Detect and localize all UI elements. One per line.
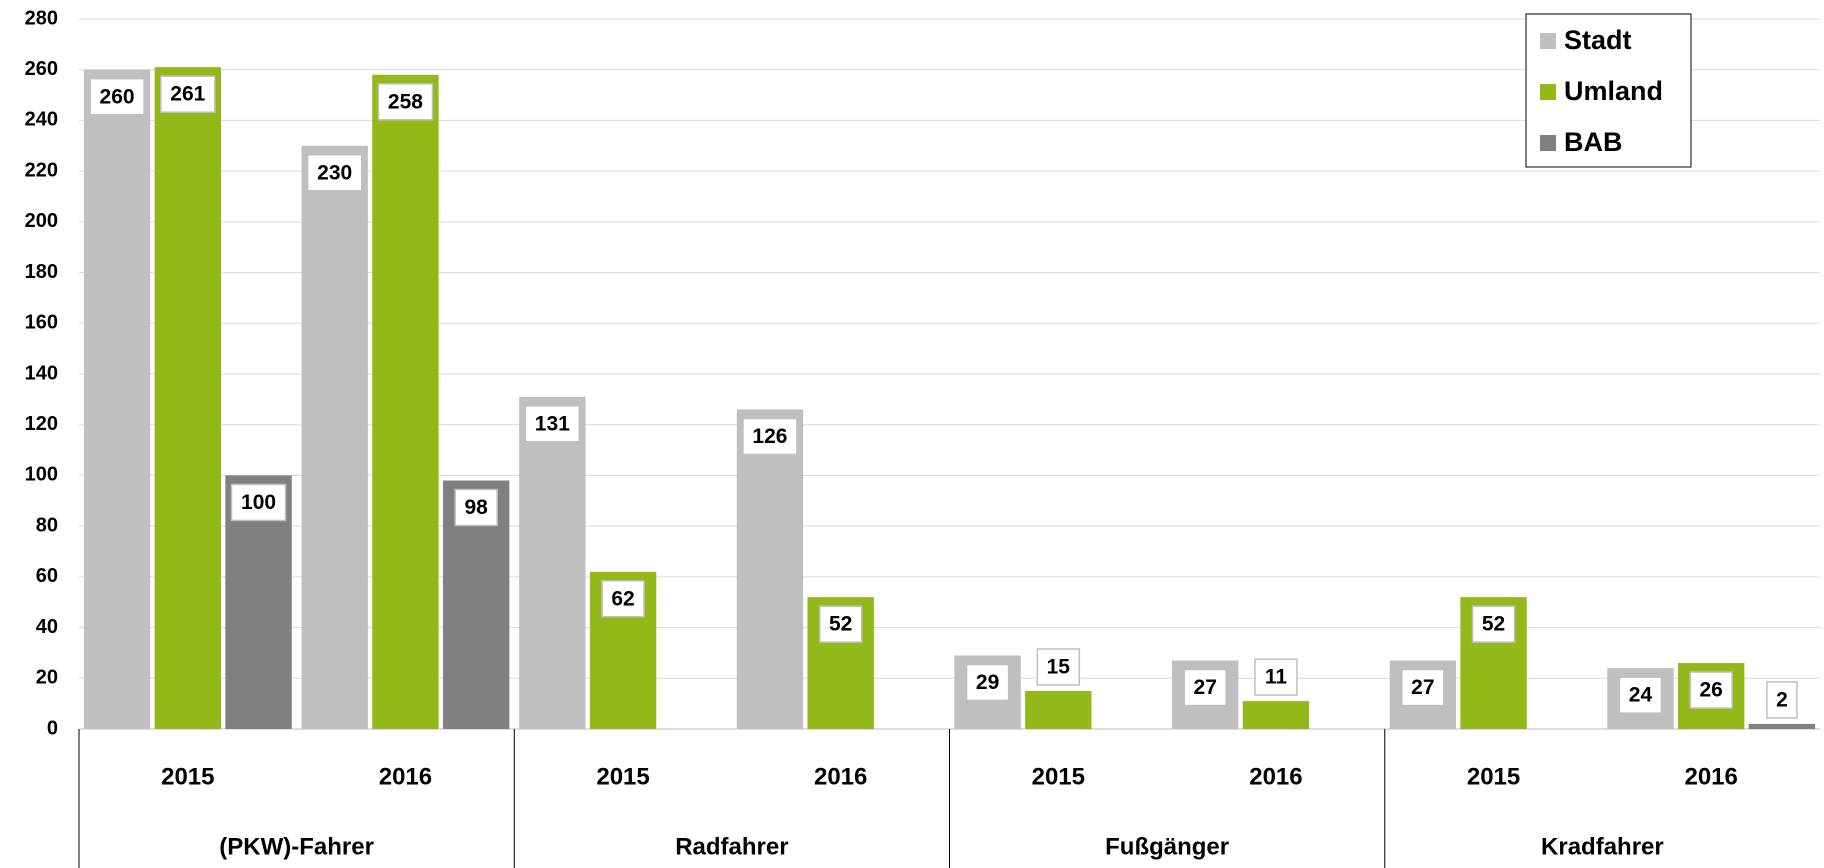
y-tick-label: 140 bbox=[25, 362, 58, 384]
x-tick-label: 2016 bbox=[1249, 763, 1302, 790]
data-label: 62 bbox=[611, 587, 634, 610]
y-tick-label: 80 bbox=[36, 514, 58, 536]
data-label-box bbox=[601, 580, 645, 618]
data-label-box bbox=[1618, 676, 1663, 714]
data-label: 52 bbox=[829, 613, 852, 636]
y-tick-label: 20 bbox=[36, 667, 58, 689]
data-label: 126 bbox=[752, 425, 787, 448]
data-label: 26 bbox=[1700, 679, 1723, 702]
legend-label: BAB bbox=[1564, 127, 1623, 157]
x-tick-label: 2016 bbox=[379, 763, 432, 790]
legend-swatch bbox=[1540, 135, 1556, 151]
y-tick-label: 0 bbox=[47, 717, 58, 739]
bar bbox=[1748, 723, 1816, 729]
data-label-box bbox=[1401, 668, 1445, 707]
bar bbox=[154, 67, 222, 729]
group-label: Radfahrer bbox=[675, 833, 788, 860]
x-tick-label: 2015 bbox=[161, 763, 214, 790]
data-label-box bbox=[306, 154, 363, 192]
x-tick-label: 2016 bbox=[814, 763, 867, 790]
data-label: 260 bbox=[100, 85, 135, 108]
group-label: (PKW)-Fahrer bbox=[219, 833, 374, 860]
data-label-box bbox=[1183, 668, 1227, 707]
y-tick-label: 280 bbox=[25, 7, 58, 29]
data-label: 52 bbox=[1482, 613, 1505, 636]
x-tick-label: 2015 bbox=[596, 763, 649, 790]
data-label: 11 bbox=[1265, 666, 1288, 689]
x-tick-label: 2016 bbox=[1684, 763, 1737, 790]
data-label-box bbox=[1254, 658, 1298, 696]
bar bbox=[519, 396, 586, 729]
y-tick-label: 220 bbox=[25, 159, 58, 181]
legend-label: Umland bbox=[1564, 76, 1663, 106]
data-label: 261 bbox=[170, 83, 205, 106]
data-label-box bbox=[454, 488, 498, 527]
x-tick-label: 2015 bbox=[1467, 763, 1520, 790]
y-tick-label: 40 bbox=[36, 616, 58, 638]
y-tick-label: 100 bbox=[25, 464, 58, 486]
bar bbox=[301, 145, 368, 730]
data-label: 131 bbox=[535, 412, 570, 435]
group-label: Fußgänger bbox=[1105, 833, 1229, 860]
legend-label: Stadt bbox=[1564, 25, 1632, 55]
data-label-box bbox=[230, 483, 287, 522]
data-label-box bbox=[742, 417, 798, 456]
data-label-box bbox=[1766, 681, 1798, 719]
legend-swatch bbox=[1540, 84, 1556, 100]
data-label: 27 bbox=[1411, 676, 1434, 699]
y-tick-label: 180 bbox=[25, 261, 58, 283]
data-label-box bbox=[1036, 648, 1081, 686]
y-tick-label: 200 bbox=[25, 210, 58, 232]
data-label: 2 bbox=[1776, 688, 1788, 711]
bar bbox=[1242, 701, 1310, 729]
y-tick-label: 120 bbox=[25, 413, 58, 435]
legend-swatch bbox=[1540, 33, 1556, 49]
bar bbox=[736, 409, 804, 729]
bar bbox=[372, 74, 439, 730]
y-tick-label: 60 bbox=[36, 565, 58, 587]
data-label: 100 bbox=[241, 491, 276, 514]
x-tick-label: 2015 bbox=[1032, 763, 1085, 790]
data-label-box bbox=[377, 83, 434, 121]
data-label-box bbox=[1689, 671, 1733, 709]
bar bbox=[1025, 690, 1092, 729]
data-label: 258 bbox=[388, 90, 423, 113]
data-label: 24 bbox=[1629, 684, 1653, 707]
group-label: Kradfahrer bbox=[1541, 833, 1664, 860]
data-label: 29 bbox=[976, 671, 999, 694]
bar bbox=[83, 69, 151, 729]
data-label-box bbox=[1471, 605, 1516, 643]
data-label-box bbox=[160, 75, 216, 113]
y-tick-label: 240 bbox=[25, 109, 58, 131]
data-label-box bbox=[818, 605, 863, 643]
data-label: 27 bbox=[1194, 676, 1217, 699]
data-label-box bbox=[524, 405, 581, 443]
data-label-box bbox=[89, 77, 145, 116]
data-label: 230 bbox=[317, 161, 352, 184]
y-tick-label: 160 bbox=[25, 312, 58, 334]
y-tick-label: 260 bbox=[25, 58, 58, 80]
data-label-box bbox=[965, 663, 1010, 702]
data-label: 15 bbox=[1047, 656, 1071, 679]
data-label: 98 bbox=[464, 496, 488, 519]
